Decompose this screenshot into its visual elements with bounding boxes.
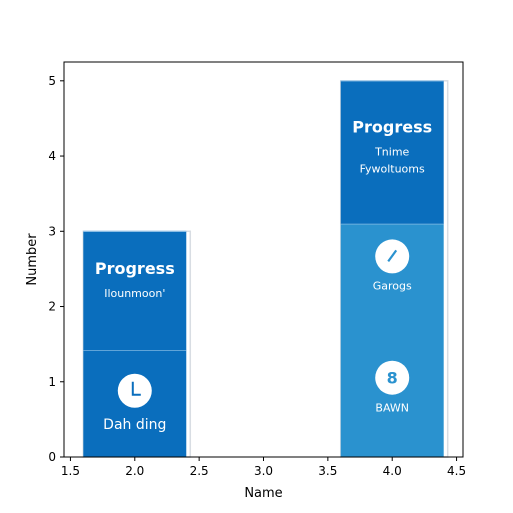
x-tick-label: 4.5 — [447, 464, 466, 478]
segment-label: Tnime — [374, 145, 409, 158]
bar-1: Dah ding Progress Ilounmoon' — [82, 230, 192, 458]
x-tick-label: 3.0 — [254, 464, 273, 478]
x-tick-label: 4.0 — [383, 464, 402, 478]
segment-label: Ilounmoon' — [104, 287, 165, 300]
segment-label: Dah ding — [103, 417, 166, 433]
bar-segment — [83, 231, 187, 351]
x-axis-label: Name — [244, 486, 282, 501]
check-icon — [375, 239, 410, 274]
badge-icon: 8 — [375, 360, 410, 395]
y-tick-label: 5 — [48, 74, 56, 88]
segment-title: Progress — [95, 259, 175, 278]
segment-label: Garogs — [373, 279, 412, 292]
segment-title: Progress — [352, 117, 432, 136]
badge-icon-text: 8 — [387, 369, 398, 388]
segment-label-2: BAWN — [375, 402, 409, 415]
x-tick-label: 2.0 — [125, 464, 144, 478]
x-tick-label: 1.5 — [61, 464, 80, 478]
clock-icon — [117, 373, 152, 408]
y-tick-label: 1 — [48, 375, 56, 389]
y-tick-label: 2 — [48, 300, 56, 314]
x-tick-label: 3.5 — [318, 464, 337, 478]
y-tick-label: 3 — [48, 224, 56, 238]
segment-label-2: Fywoltuoms — [360, 162, 425, 175]
y-tick-label: 0 — [48, 450, 56, 464]
bar-2: Garogs 8 BAWN Progress Tnime Fywoltuoms — [339, 80, 449, 458]
bar-segment — [340, 80, 444, 224]
y-tick-label: 4 — [48, 149, 56, 163]
x-tick-label: 2.5 — [190, 464, 209, 478]
y-axis-label: Number — [25, 233, 40, 286]
